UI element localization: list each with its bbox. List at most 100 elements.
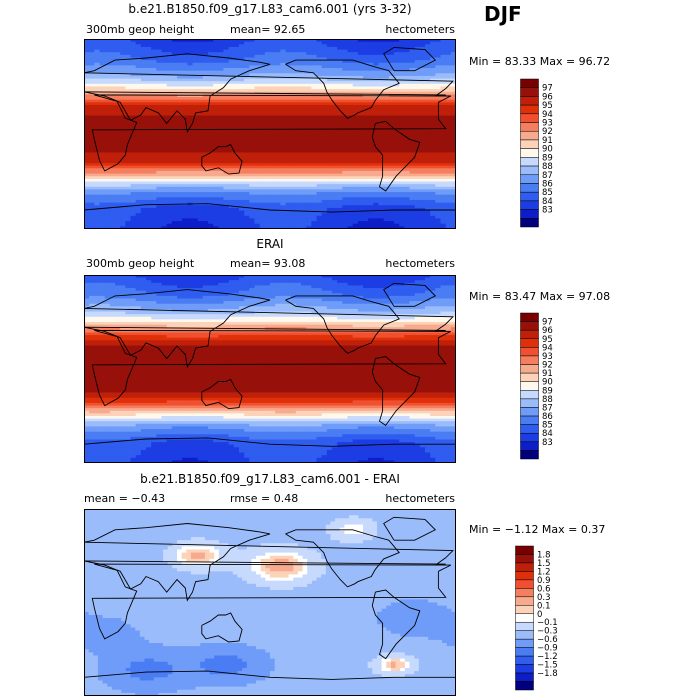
grid-cell: [94, 49, 101, 53]
grid-cell: [218, 186, 225, 191]
grid-cell: [378, 123, 385, 127]
grid-cell: [352, 215, 359, 220]
grid-cell: [321, 62, 328, 66]
grid-cell: [84, 181, 90, 185]
grid-cell: [161, 144, 168, 148]
grid-cell: [450, 110, 456, 114]
grid-cell: [171, 49, 178, 53]
grid-cell: [249, 44, 256, 48]
grid-cell: [388, 149, 395, 154]
grid-cell: [342, 165, 349, 169]
grid-cell: [430, 126, 436, 130]
grid-cell: [409, 181, 416, 185]
grid-cell: [99, 73, 106, 77]
grid-cell: [259, 118, 266, 122]
grid-cell: [378, 165, 385, 169]
grid-cell: [430, 81, 436, 85]
grid-cell: [321, 218, 328, 222]
grid-cell: [192, 54, 199, 59]
grid-cell: [280, 157, 287, 161]
grid-cell: [99, 184, 106, 188]
grid-cell: [140, 91, 147, 96]
grid-cell: [109, 213, 116, 217]
grid-cell: [414, 197, 421, 201]
grid-cell: [419, 104, 426, 109]
grid-cell: [373, 128, 380, 132]
grid-cell: [228, 210, 235, 214]
grid-cell: [202, 218, 209, 222]
grid-cell: [347, 73, 354, 77]
grid-cell: [414, 123, 421, 127]
grid-cell: [357, 165, 364, 169]
grid-cell: [156, 194, 163, 198]
grid-cell: [182, 112, 188, 117]
grid-cell: [285, 207, 292, 212]
grid-cell: [171, 104, 178, 109]
grid-cell: [368, 215, 374, 220]
grid-cell: [337, 170, 343, 175]
grid-cell: [208, 104, 214, 109]
grid-cell: [352, 70, 359, 74]
grid-cell: [285, 165, 292, 169]
grid-cell: [104, 141, 111, 146]
grid-cell: [166, 99, 173, 103]
grid-cell: [445, 173, 452, 177]
grid-cell: [435, 184, 442, 188]
grid-cell: [208, 205, 214, 209]
grid-cell: [368, 218, 374, 222]
grid-cell: [378, 49, 385, 53]
grid-cell: [182, 186, 188, 191]
grid-cell: [295, 139, 302, 143]
grid-cell: [332, 120, 338, 125]
grid-cell: [347, 176, 354, 180]
grid-cell: [399, 44, 405, 48]
grid-cell: [84, 57, 90, 61]
grid-cell: [450, 75, 456, 80]
grid-cell: [301, 160, 307, 164]
grid-cell: [363, 139, 369, 143]
grid-cell: [161, 134, 168, 138]
grid-cell: [363, 192, 369, 196]
grid-cell: [357, 207, 364, 212]
grid-cell: [202, 57, 209, 61]
grid-cell: [311, 199, 318, 204]
grid-cell: [378, 83, 385, 88]
grid-cell: [404, 70, 411, 74]
grid-cell: [419, 144, 426, 148]
grid-cell: [445, 202, 452, 206]
grid-cell: [254, 78, 261, 82]
grid-cell: [109, 147, 116, 151]
grid-cell: [445, 41, 452, 45]
grid-cell: [342, 155, 349, 159]
grid-cell: [363, 126, 369, 130]
grid-cell: [295, 184, 302, 188]
grid-cell: [264, 112, 271, 117]
grid-cell: [285, 199, 292, 204]
grid-cell: [197, 112, 204, 117]
grid-cell: [233, 207, 240, 212]
grid-cell: [342, 160, 349, 164]
grid-cell: [363, 83, 369, 88]
grid-cell: [151, 136, 157, 140]
grid-cell: [311, 218, 318, 222]
grid-cell: [342, 112, 349, 117]
grid-cell: [254, 83, 261, 88]
grid-cell: [425, 184, 431, 188]
grid-cell: [383, 199, 390, 204]
grid-cell: [404, 123, 411, 127]
grid-cell: [208, 207, 214, 212]
grid-cell: [435, 49, 442, 53]
grid-cell: [404, 197, 411, 201]
grid-cell: [435, 60, 442, 64]
grid-cell: [275, 115, 281, 119]
grid-cell: [316, 215, 323, 220]
grid-cell: [259, 210, 266, 214]
grid-cell: [306, 46, 312, 51]
grid-cell: [311, 181, 318, 185]
grid-cell: [290, 192, 297, 196]
grid-cell: [425, 173, 431, 177]
grid-cell: [115, 155, 121, 159]
grid-cell: [228, 60, 235, 64]
grid-cell: [187, 118, 194, 122]
grid-cell: [249, 139, 256, 143]
